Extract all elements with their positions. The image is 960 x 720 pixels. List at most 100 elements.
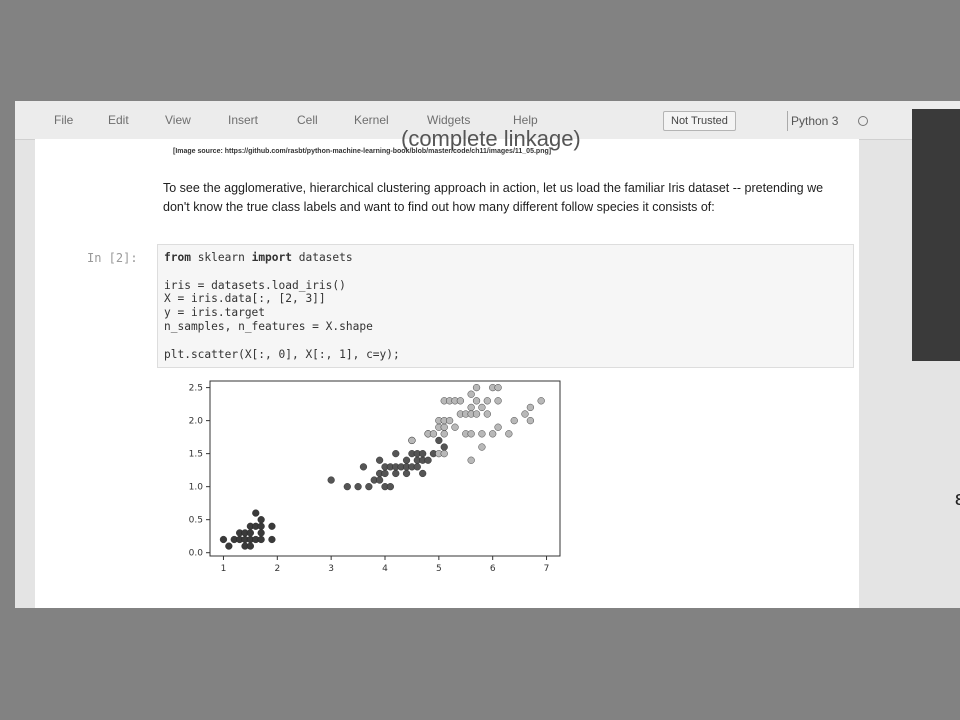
x-tick-label: 2 [274, 564, 280, 574]
scatter-point [257, 522, 265, 530]
scatter-point [521, 410, 529, 418]
scatter-point [376, 476, 384, 484]
section-heading: (complete linkage) [401, 126, 581, 151]
scatter-point [472, 397, 481, 405]
menu-view[interactable]: View [165, 113, 191, 127]
scatter-point [392, 469, 400, 478]
scatter-point [429, 430, 438, 438]
menu-bar: File Edit View Insert Cell Kernel Widget… [15, 101, 960, 140]
scatter-point [446, 417, 454, 425]
y-tick-label: 1.0 [189, 483, 204, 493]
scatter-point [392, 450, 400, 458]
y-tick-label: 0.5 [189, 516, 203, 526]
scatter-point [467, 430, 475, 438]
kernel-status-icon [858, 116, 868, 126]
scatter-point [526, 417, 534, 425]
scatter-point [526, 403, 534, 412]
x-tick-label: 1 [221, 564, 227, 574]
cell-prompt: In [2]: [87, 251, 138, 265]
scatter-point [478, 430, 486, 438]
scatter-point [451, 423, 459, 431]
code-line [164, 265, 853, 279]
y-tick-label: 2.5 [189, 384, 203, 394]
scatter-point [483, 410, 491, 418]
menu-file[interactable]: File [54, 113, 74, 127]
scatter-point [467, 456, 475, 464]
y-tick-label: 1.5 [189, 450, 203, 460]
code-line: iris = datasets.load_iris() [164, 278, 346, 292]
scatter-point [327, 476, 335, 484]
scatter-point [257, 535, 265, 544]
scatter-point [467, 390, 475, 398]
markdown-paragraph: To see the agglomerative, hierarchical c… [163, 181, 824, 214]
scatter-point [472, 384, 481, 392]
scatter-point [257, 516, 265, 524]
scatter-point [246, 529, 254, 537]
scatter-point [413, 463, 421, 471]
scatter-point [257, 529, 265, 537]
code-line: y = iris.target [164, 306, 266, 320]
scatter-point [440, 450, 448, 458]
scatter-point [359, 463, 368, 471]
scatter-point [489, 430, 497, 438]
scatter-point [472, 410, 481, 418]
scatter-point [435, 436, 443, 445]
scatter-point [225, 542, 233, 550]
not-trusted-button[interactable]: Not Trusted [663, 111, 736, 131]
notebook-window: File Edit View Insert Cell Kernel Widget… [15, 101, 960, 608]
scatter-point [419, 450, 427, 458]
scatter-point [408, 436, 416, 445]
scatter-point [424, 456, 432, 464]
scatter-point [494, 384, 502, 392]
menu-help[interactable]: Help [513, 113, 538, 127]
scatter-point [505, 430, 513, 438]
menu-kernel[interactable]: Kernel [354, 113, 389, 127]
x-tick-label: 6 [490, 564, 496, 574]
kernel-divider [787, 111, 788, 131]
scatter-point [376, 456, 384, 464]
scatter-point [537, 397, 545, 405]
scatter-point [483, 397, 491, 405]
scatter-point [268, 535, 276, 544]
scatter-point [467, 403, 475, 412]
code-cell[interactable]: from sklearn import datasets iris = datas… [157, 244, 854, 368]
y-tick-label: 2.0 [189, 417, 204, 427]
scatter-point [246, 542, 254, 550]
scatter-point [478, 403, 486, 412]
code-line: X = iris.data[:, [2, 3]] [164, 292, 326, 306]
scatter-point [343, 483, 351, 491]
y-tick-label: 0.0 [189, 549, 204, 559]
scatter-point [381, 469, 389, 478]
scatter-point [354, 483, 362, 491]
scatter-point [494, 423, 502, 431]
scatter-point [510, 417, 518, 425]
x-tick-label: 5 [436, 564, 442, 574]
x-tick-label: 7 [544, 564, 550, 574]
menu-widgets[interactable]: Widgets [427, 113, 471, 127]
edge-glyph: ε [955, 488, 960, 510]
scatter-point [402, 456, 411, 464]
side-panel [912, 109, 960, 361]
code-line: n_samples, n_features = X.shape [164, 319, 373, 333]
code-line: from sklearn import datasets [164, 251, 353, 264]
kernel-name: Python 3 [791, 114, 839, 128]
scatter-point [440, 430, 448, 438]
code-editor[interactable]: from sklearn import datasets iris = datas… [158, 245, 853, 361]
scatter-point [365, 483, 373, 491]
scatter-point [440, 423, 448, 431]
scatter-point [402, 469, 411, 478]
scatter-point [268, 522, 276, 530]
menu-edit[interactable]: Edit [108, 113, 129, 127]
scatter-point [478, 443, 486, 451]
code-line [164, 334, 853, 348]
scatter-point [440, 443, 448, 451]
menu-insert[interactable]: Insert [228, 113, 259, 127]
image-source-caption: [Image source: https://github.com/rasbt/… [173, 148, 552, 155]
notebook-area: (complete linkage) [Image source: https:… [35, 126, 859, 608]
scatter-plot: 1 2 3 4 5 6 7 0.0 0.5 1.0 1.5 2.0 2.5 [189, 380, 561, 574]
x-tick-label: 4 [382, 564, 388, 574]
scatter-point [386, 483, 394, 491]
scatter-point [494, 397, 502, 405]
menu-cell[interactable]: Cell [297, 113, 318, 127]
plot-points [219, 384, 545, 550]
